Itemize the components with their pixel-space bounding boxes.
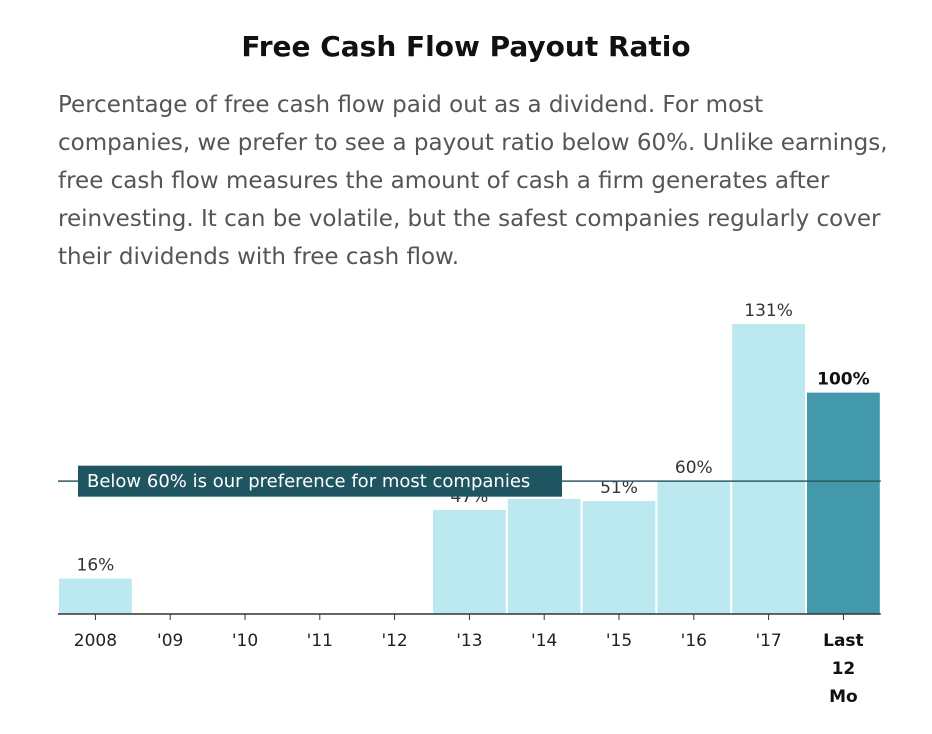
value-label-7: 51% [600,478,638,498]
x-tick-label-2: '10 [232,631,258,651]
chart-title: Free Cash Flow Payout Ratio [241,30,691,63]
x-tick-label-7: '15 [606,631,632,651]
x-tick-label-10-0: Last [823,631,864,651]
x-tick-label-6: '14 [531,631,557,651]
value-label-0: 16% [77,556,115,576]
x-tick-label-1: '09 [157,631,183,651]
x-tick-label-10-1: 12 [832,659,856,679]
bar-10 [807,392,880,614]
x-tick-label-3: '11 [307,631,333,651]
x-tick-label-9: '17 [755,631,781,651]
x-tick-label-8: '16 [681,631,707,651]
value-label-9: 131% [744,301,793,321]
value-label-8: 60% [675,458,713,478]
x-tick-label-10-2: Mo [829,687,858,707]
bar-6 [507,498,581,614]
value-label-10: 100% [817,370,870,390]
x-tick-label-0: 2008 [74,631,117,651]
annotation-text: Below 60% is our preference for most com… [87,471,530,492]
bar-9 [732,324,805,614]
bar-0 [59,578,132,614]
chart-description: Percentage of free cash flow paid out as… [58,92,888,270]
x-tick-label-5: '13 [456,631,482,651]
bar-5 [433,509,506,614]
annotation-box [78,465,562,497]
bar-8 [657,481,731,614]
x-tick-label-4: '12 [381,631,407,651]
bar-7 [582,501,656,614]
